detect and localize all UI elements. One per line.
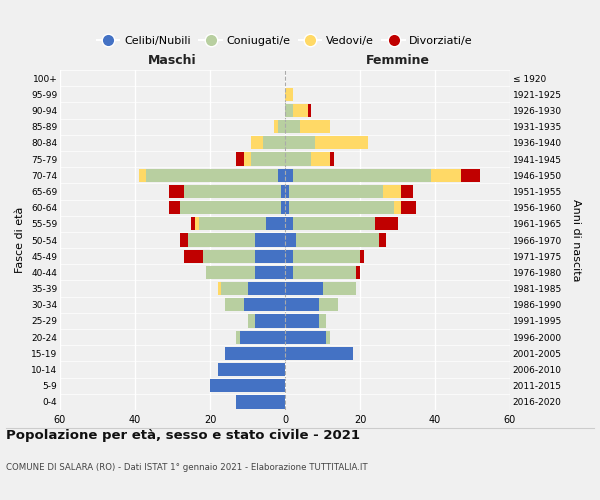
Bar (187, 234, 255, 246)
Bar (251, 136, 263, 149)
Bar (308, 104, 311, 117)
Bar (300, 120, 330, 134)
Bar (285, 282, 323, 295)
Bar (394, 201, 401, 214)
Bar (293, 104, 308, 117)
Bar (296, 234, 379, 246)
Bar (285, 298, 319, 312)
Bar (218, 282, 221, 295)
Bar (146, 168, 277, 182)
Bar (289, 201, 394, 214)
Bar (293, 266, 356, 279)
Bar (203, 250, 255, 263)
Bar (360, 250, 364, 263)
Bar (319, 314, 326, 328)
Bar (139, 168, 146, 182)
Bar (285, 152, 311, 166)
Bar (285, 266, 293, 279)
Bar (251, 152, 285, 166)
Bar (330, 152, 334, 166)
Text: Popolazione per età, sesso e stato civile - 2021: Popolazione per età, sesso e stato civil… (6, 430, 360, 442)
Bar (311, 152, 330, 166)
Bar (277, 120, 285, 134)
Bar (255, 250, 285, 263)
Bar (210, 379, 285, 392)
Bar (255, 314, 285, 328)
Bar (266, 217, 285, 230)
Bar (326, 330, 330, 344)
Bar (285, 120, 300, 134)
Text: Maschi: Maschi (148, 54, 197, 67)
Bar (285, 88, 293, 101)
Bar (180, 234, 187, 246)
Bar (315, 136, 367, 149)
Text: Femmine: Femmine (365, 54, 430, 67)
Bar (240, 330, 285, 344)
Bar (191, 217, 195, 230)
Bar (431, 168, 461, 182)
Bar (285, 250, 293, 263)
Bar (225, 346, 285, 360)
Bar (285, 201, 289, 214)
Bar (218, 363, 285, 376)
Bar (383, 185, 401, 198)
Bar (180, 201, 281, 214)
Bar (293, 168, 431, 182)
Bar (285, 234, 296, 246)
Bar (274, 120, 277, 134)
Bar (285, 185, 289, 198)
Bar (199, 217, 266, 230)
Bar (244, 298, 285, 312)
Bar (225, 298, 244, 312)
Bar (277, 168, 285, 182)
Bar (323, 282, 356, 295)
Bar (293, 217, 375, 230)
Bar (285, 168, 293, 182)
Bar (248, 282, 285, 295)
Bar (248, 314, 255, 328)
Bar (401, 185, 413, 198)
Bar (356, 266, 360, 279)
Bar (206, 266, 255, 279)
Bar (285, 104, 293, 117)
Bar (236, 152, 244, 166)
Bar (184, 185, 281, 198)
Y-axis label: Fasce di età: Fasce di età (16, 207, 25, 273)
Bar (281, 185, 285, 198)
Bar (285, 314, 319, 328)
Bar (169, 185, 184, 198)
Bar (184, 250, 203, 263)
Bar (461, 168, 480, 182)
Bar (401, 201, 416, 214)
Legend: Celibi/Nubili, Coniugati/e, Vedovi/e, Divorziati/e: Celibi/Nubili, Coniugati/e, Vedovi/e, Di… (93, 32, 477, 50)
Bar (285, 346, 353, 360)
Bar (379, 234, 386, 246)
Bar (375, 217, 398, 230)
Y-axis label: Anni di nascita: Anni di nascita (571, 198, 581, 281)
Bar (285, 136, 315, 149)
Bar (285, 217, 293, 230)
Bar (169, 201, 180, 214)
Bar (236, 330, 240, 344)
Bar (263, 136, 285, 149)
Bar (281, 201, 285, 214)
Bar (255, 266, 285, 279)
Bar (319, 298, 337, 312)
Bar (289, 185, 383, 198)
Text: COMUNE DI SALARA (RO) - Dati ISTAT 1° gennaio 2021 - Elaborazione TUTTITALIA.IT: COMUNE DI SALARA (RO) - Dati ISTAT 1° ge… (6, 464, 368, 472)
Bar (221, 282, 248, 295)
Bar (293, 250, 360, 263)
Bar (236, 396, 285, 408)
Bar (255, 234, 285, 246)
Bar (195, 217, 199, 230)
Bar (244, 152, 251, 166)
Bar (285, 330, 326, 344)
